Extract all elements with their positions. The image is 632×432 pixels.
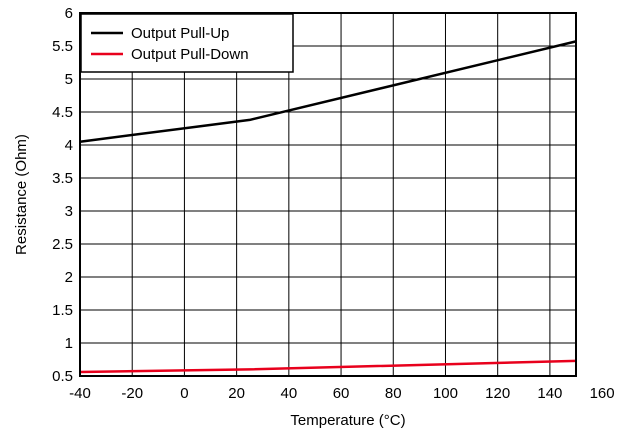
y-tick-label: 1.5 (52, 302, 73, 319)
series-lines (79, 40, 577, 374)
x-tick-label: 0 (180, 385, 188, 402)
x-tick-label: 40 (280, 385, 297, 402)
y-tick-label: 4.5 (52, 104, 73, 121)
y-tick-labels: 0.5 1 1.5 2 2.5 3 3.5 4 4.5 5 5.5 6 (52, 5, 73, 385)
y-tick-label: 6 (65, 5, 73, 22)
x-tick-label: 60 (333, 385, 350, 402)
legend-box (80, 13, 294, 73)
y-tick-label: 5 (65, 71, 73, 88)
x-tick-label: 160 (590, 385, 615, 402)
series-line-pull-down (79, 359, 577, 374)
y-tick-label: 3.5 (52, 170, 73, 187)
y-tick-label: 2.5 (52, 236, 73, 253)
x-tick-label: 80 (385, 385, 402, 402)
y-tick-label: 0.5 (52, 368, 73, 385)
y-tick-label: 2 (65, 269, 73, 286)
series-line-pull-up (79, 40, 577, 143)
plot-frame (79, 12, 577, 377)
y-tick-label: 1 (65, 335, 73, 352)
x-tick-label: 120 (485, 385, 510, 402)
x-tick-label: -40 (69, 385, 91, 402)
legend-label: Output Pull-Up (131, 25, 229, 42)
y-tick-label: 4 (65, 137, 73, 154)
x-axis-label: Temperature (°C) (290, 412, 405, 429)
x-tick-label: 140 (537, 385, 562, 402)
legend-label: Output Pull-Down (131, 46, 249, 63)
legend: Output Pull-Up Output Pull-Down (80, 13, 294, 73)
x-tick-labels: -40 -20 0 20 40 60 80 100 120 140 160 (69, 385, 614, 402)
y-tick-label: 5.5 (52, 38, 73, 55)
y-axis-label: Resistance (Ohm) (13, 134, 30, 255)
x-tick-label: -20 (121, 385, 143, 402)
y-tick-label: 3 (65, 203, 73, 220)
x-tick-label: 20 (228, 385, 245, 402)
x-tick-label: 100 (433, 385, 458, 402)
